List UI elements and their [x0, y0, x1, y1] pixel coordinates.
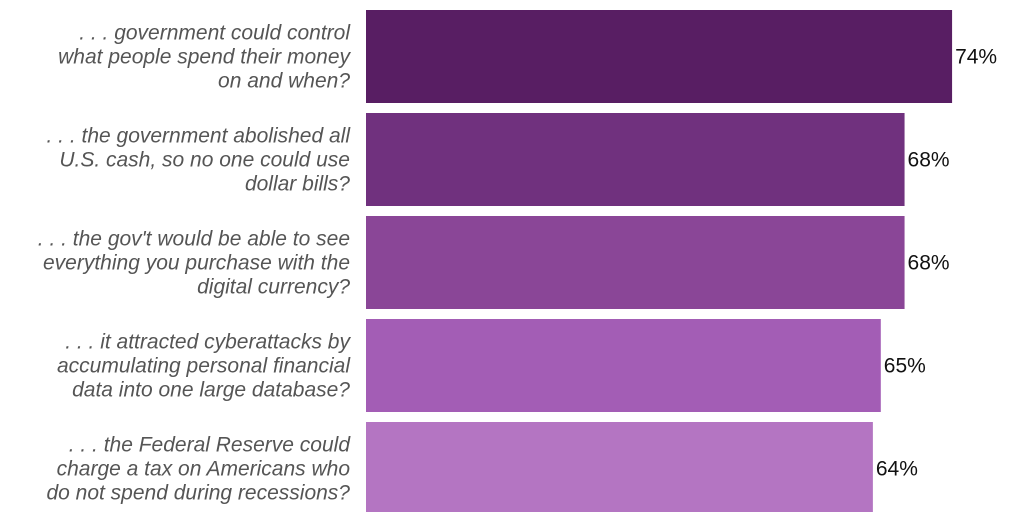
category-label-4: . . . it attracted cyberattacks by accumu…	[57, 331, 352, 402]
bar-1	[366, 10, 953, 103]
category-label-5: . . . the Federal Reserve could charge a …	[46, 434, 351, 505]
value-label-2: 68%	[908, 149, 950, 172]
bar-4	[366, 319, 881, 412]
bar-5	[366, 422, 873, 512]
bar-2	[366, 113, 905, 206]
category-label-3: . . . the gov't would be able to see ever…	[38, 228, 351, 299]
value-label-3: 68%	[908, 252, 950, 275]
bar-3	[366, 216, 905, 309]
category-label-1: . . . government could control what peopl…	[58, 22, 351, 93]
category-label-2: . . . the government abolished all U.S. c…	[46, 125, 351, 196]
value-label-1: 74%	[955, 46, 997, 69]
value-label-5: 64%	[876, 458, 918, 481]
value-label-4: 65%	[884, 355, 926, 378]
